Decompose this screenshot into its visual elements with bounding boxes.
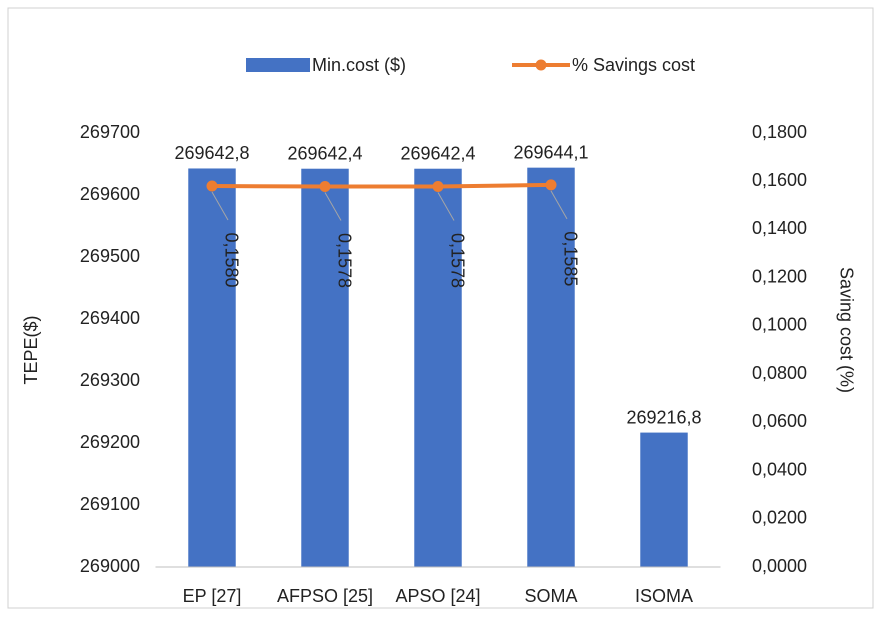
bar [301, 168, 349, 567]
y2-tick-label: 0,0000 [752, 556, 807, 576]
leader-line [550, 190, 568, 220]
legend-label: Min.cost ($) [312, 55, 406, 75]
y2-tick-label: 0,0800 [752, 363, 807, 383]
y-tick-label: 269400 [80, 308, 140, 328]
x-tick-label: SOMA [524, 586, 577, 606]
legend-label: % Savings cost [572, 55, 695, 75]
y-tick-label: 269100 [80, 494, 140, 514]
line-value-label: 0,1580 [221, 233, 241, 288]
bar-value-label: 269644,1 [513, 142, 588, 162]
bar [414, 168, 462, 567]
line-marker [319, 181, 331, 193]
line [211, 182, 552, 189]
y2-tick-label: 0,1600 [752, 170, 807, 190]
line-marker [206, 180, 218, 192]
y2-tick-label: 0,1800 [752, 122, 807, 142]
x-tick-label: APSO [24] [395, 586, 480, 606]
y2-tick-label: 0,0200 [752, 508, 807, 528]
y-axis-label: TEPE($) [21, 315, 41, 384]
bar-value-label: 269642,4 [287, 143, 362, 163]
x-tick-label: ISOMA [635, 586, 693, 606]
y-tick-label: 269700 [80, 122, 140, 142]
line-value-label: 0,1578 [334, 233, 354, 288]
y2-tick-label: 0,1000 [752, 315, 807, 335]
y-tick-label: 269200 [80, 432, 140, 452]
leader-line [324, 192, 342, 221]
bar [188, 168, 236, 568]
x-tick-label: EP [27] [183, 586, 242, 606]
bar [640, 432, 688, 567]
leader-line [211, 191, 229, 221]
y-tick-label: 269500 [80, 246, 140, 266]
y-tick-label: 269600 [80, 184, 140, 204]
y2-tick-label: 0,0400 [752, 459, 807, 479]
leader-line [437, 192, 455, 221]
x-tick-label: AFPSO [25] [277, 586, 373, 606]
legend-swatch [246, 58, 310, 72]
legend-marker [535, 59, 547, 71]
bar-value-label: 269642,8 [174, 143, 249, 163]
y2-tick-label: 0,1400 [752, 218, 807, 238]
line-marker [432, 181, 444, 193]
bar [527, 167, 575, 567]
bar-value-label: 269642,4 [400, 143, 475, 163]
y2-tick-label: 0,1200 [752, 266, 807, 286]
line-value-label: 0,1585 [560, 231, 580, 286]
line-marker [545, 179, 557, 191]
y2-axis-label: Saving cost (%) [836, 267, 856, 393]
line-value-label: 0,1578 [447, 233, 467, 288]
y-tick-label: 269300 [80, 370, 140, 390]
y2-tick-label: 0,0600 [752, 411, 807, 431]
bar-value-label: 269216,8 [626, 407, 701, 427]
y-tick-label: 269000 [80, 556, 140, 576]
